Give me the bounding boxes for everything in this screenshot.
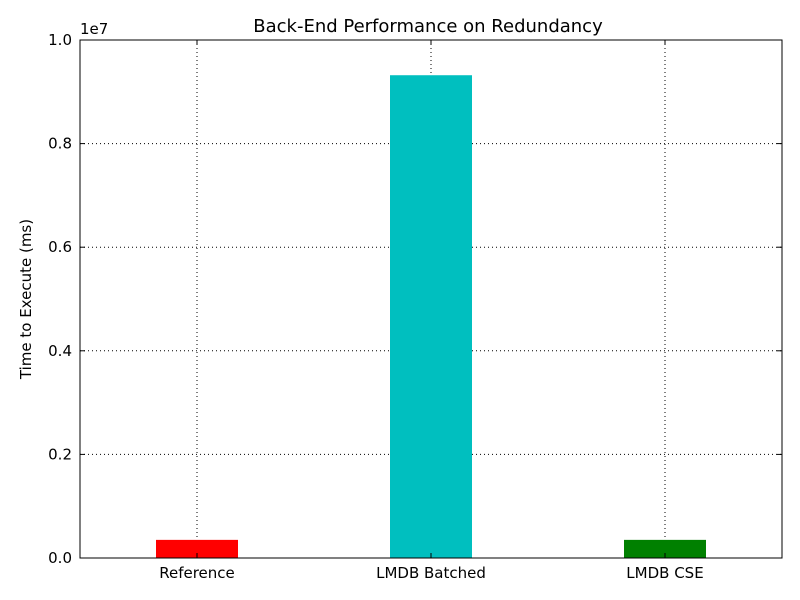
x-tick-label: LMDB CSE [626,564,703,582]
y-tick-label: 0.8 [48,135,72,153]
bar-lmdb-cse [624,539,706,558]
y-tick-label: 0.4 [48,342,72,360]
bar-reference [156,539,238,558]
tick-labels: 0.0 0.2 0.4 0.6 0.8 1.0 Reference LMDB Batched L… [48,31,704,582]
bars [156,75,706,558]
y-axis-label: Time to Execute (ms) [17,219,35,380]
bar-lmdb-batched [390,75,472,558]
y-scale-multiplier: 1e7 [80,20,108,38]
grid-lines [80,40,782,558]
ticks [80,39,782,559]
x-tick-label: LMDB Batched [376,564,486,582]
y-tick-label: 0.6 [48,238,72,256]
y-tick-label: 0.2 [48,445,72,463]
chart-title: Back-End Performance on Redundancy [253,16,603,37]
y-tick-label: 0.0 [48,549,72,567]
x-tick-label: Reference [159,564,235,582]
y-tick-label: 1.0 [48,31,72,49]
